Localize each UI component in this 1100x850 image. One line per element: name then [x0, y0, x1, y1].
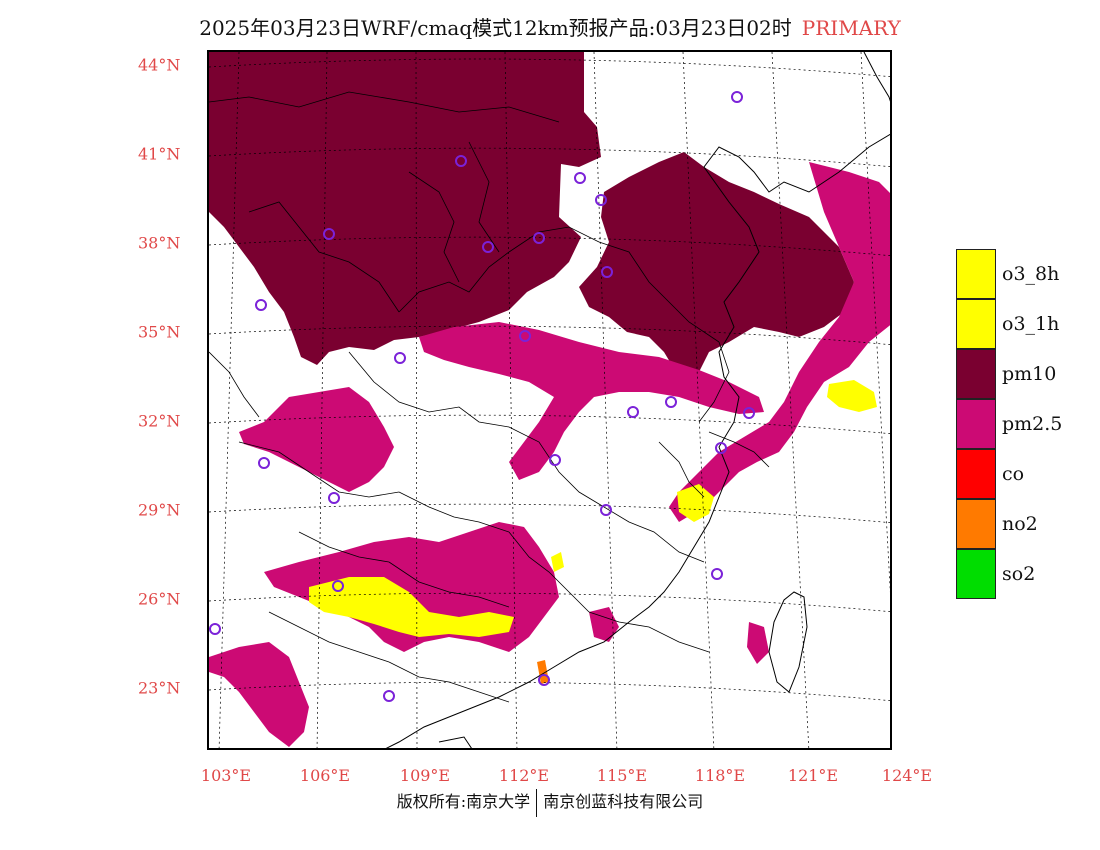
station-marker: [711, 568, 723, 580]
station-markers: [209, 91, 755, 702]
pm25-region-hunan: [589, 607, 619, 642]
lat-label-35: 35°N: [138, 322, 181, 342]
lon-label-112: 112°E: [498, 766, 550, 785]
primary-tag: PRIMARY: [801, 16, 901, 40]
island-outline: [438, 736, 472, 748]
legend-swatch-co: [956, 449, 996, 499]
station-marker: [533, 232, 545, 244]
legend-swatch-pm25: [956, 399, 996, 449]
o3-region-guangxi: [309, 577, 514, 637]
legend-swatch-no2: [956, 499, 996, 549]
pm10-region-northeast: [579, 152, 854, 377]
legend-swatch-o3-1h: [956, 299, 996, 349]
legend-label-co: co: [1002, 463, 1025, 485]
lat-label-26: 26°N: [138, 589, 181, 609]
legend-label-pm10: pm10: [1002, 363, 1057, 385]
lon-label-106: 106°E: [299, 766, 351, 785]
legend-label-o3-1h: o3_1h: [1002, 313, 1060, 335]
station-marker: [258, 457, 270, 469]
lon-label-109: 109°E: [399, 766, 451, 785]
pm25-region-southwest: [209, 642, 309, 747]
legend-label-no2: no2: [1002, 513, 1038, 535]
pm25-region-taiwan-strait: [747, 622, 769, 664]
station-marker: [743, 407, 755, 419]
station-marker: [455, 155, 467, 167]
lon-label-103: 103°E: [200, 766, 252, 785]
lon-label-118: 118°E: [694, 766, 746, 785]
title-text: 2025年03月23日WRF/cmaq模式12km预报产品:03月23日02时: [199, 16, 792, 40]
legend-label-o3-8h: o3_8h: [1002, 263, 1060, 285]
lat-label-38: 38°N: [138, 233, 181, 253]
o3-region-jiangxi: [551, 552, 564, 572]
station-marker: [731, 91, 743, 103]
copyright-left: 版权所有:南京大学: [396, 792, 531, 811]
legend-swatch-o3-8h: [956, 249, 996, 299]
station-marker: [383, 690, 395, 702]
station-marker: [323, 228, 335, 240]
station-marker: [255, 299, 267, 311]
station-marker: [482, 241, 494, 253]
map-canvas: [209, 52, 890, 748]
pm25-region-sichuan: [239, 387, 394, 492]
station-marker: [574, 172, 586, 184]
station-marker: [328, 492, 340, 504]
lon-label-115: 115°E: [596, 766, 648, 785]
pm10-region-north: [209, 52, 601, 365]
lon-label-124: 124°E: [881, 766, 933, 785]
legend-swatch-pm10: [956, 349, 996, 399]
station-marker: [627, 406, 639, 418]
pm25-region-east-coast: [669, 162, 890, 522]
legend-label-pm25: pm2.5: [1002, 413, 1063, 435]
station-marker: [715, 442, 727, 454]
legend-label-so2: so2: [1002, 563, 1036, 585]
station-marker: [600, 504, 612, 516]
copyright-footer: 版权所有:南京大学 南京创蓝科技有限公司: [0, 788, 1100, 817]
lat-label-32: 32°N: [138, 411, 181, 431]
station-marker: [538, 674, 550, 686]
station-marker: [595, 194, 607, 206]
korea-outline: [863, 52, 890, 102]
taiwan-outline: [768, 591, 808, 693]
station-marker: [601, 266, 613, 278]
station-marker: [394, 352, 406, 364]
station-marker: [665, 396, 677, 408]
station-marker: [209, 623, 221, 635]
lat-label-44: 44°N: [138, 55, 181, 75]
province-borders: [209, 91, 770, 703]
lat-label-29: 29°N: [138, 500, 181, 520]
pollution-map: [207, 50, 892, 750]
station-marker: [549, 454, 561, 466]
pm25-region-central-belt: [419, 322, 764, 480]
lat-label-23: 23°N: [138, 678, 181, 698]
o3-region-fujian: [677, 484, 714, 522]
footer-separator: [536, 788, 538, 817]
graticule: [209, 52, 890, 748]
copyright-right: 南京创蓝科技有限公司: [543, 792, 704, 811]
station-marker: [519, 330, 531, 342]
map-title: 2025年03月23日WRF/cmaq模式12km预报产品:03月23日02时 P…: [0, 12, 1100, 41]
lon-label-121: 121°E: [787, 766, 839, 785]
lat-label-41: 41°N: [138, 144, 181, 164]
station-marker: [332, 580, 344, 592]
legend-swatch-so2: [956, 549, 996, 599]
o3-region-east-sea: [827, 380, 877, 412]
